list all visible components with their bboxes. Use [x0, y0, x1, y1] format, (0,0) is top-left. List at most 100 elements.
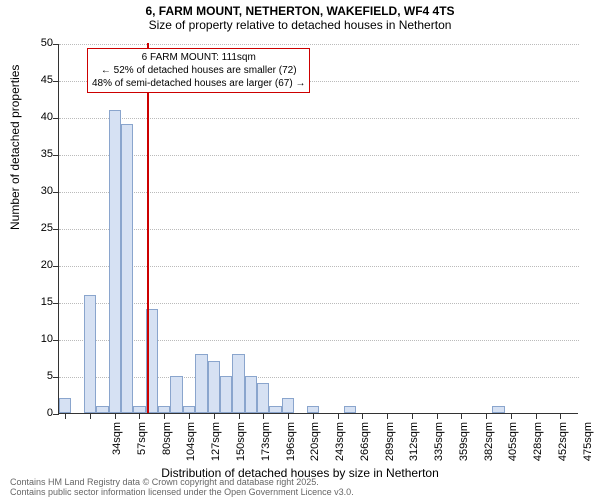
y-tick — [53, 377, 59, 378]
histogram-bar — [109, 110, 121, 413]
x-tick — [288, 413, 289, 419]
y-gridline — [59, 44, 579, 45]
x-tick-label: 196sqm — [285, 422, 297, 472]
histogram-bar — [170, 376, 182, 413]
x-tick-label: 335sqm — [433, 422, 445, 472]
x-tick-label: 34sqm — [111, 422, 123, 472]
y-tick — [53, 414, 59, 415]
x-tick-label: 289sqm — [384, 422, 396, 472]
histogram-bar — [96, 406, 108, 413]
histogram-bar — [195, 354, 207, 413]
x-tick — [263, 413, 264, 419]
y-tick-label: 5 — [27, 370, 53, 382]
histogram-bar — [208, 361, 220, 413]
x-tick — [437, 413, 438, 419]
y-tick-label: 45 — [27, 74, 53, 86]
y-tick-label: 50 — [27, 37, 53, 49]
y-gridline — [59, 118, 579, 119]
histogram-bar — [282, 398, 294, 413]
y-gridline — [59, 340, 579, 341]
y-tick — [53, 81, 59, 82]
histogram-bar — [269, 406, 281, 413]
annotation-line: 48% of semi-detached houses are larger (… — [92, 77, 305, 90]
x-tick — [214, 413, 215, 419]
histogram-bar — [121, 124, 133, 413]
histogram-bar — [232, 354, 244, 413]
x-tick-label: 452sqm — [557, 422, 569, 472]
chart-area: 0510152025303540455034sqm57sqm80sqm104sq… — [58, 44, 578, 414]
histogram-bar — [344, 406, 356, 413]
histogram-bar — [183, 406, 195, 413]
annotation-line: 6 FARM MOUNT: 111sqm — [92, 51, 305, 64]
x-tick-label: 57sqm — [136, 422, 148, 472]
histogram-bar — [220, 376, 232, 413]
x-tick-label: 382sqm — [483, 422, 495, 472]
x-tick — [90, 413, 91, 419]
histogram-bar — [492, 406, 504, 413]
footer-line-2: Contains public sector information licen… — [10, 488, 354, 498]
y-tick — [53, 229, 59, 230]
x-tick — [239, 413, 240, 419]
y-tick — [53, 340, 59, 341]
y-gridline — [59, 377, 579, 378]
histogram-bar — [245, 376, 257, 413]
y-gridline — [59, 229, 579, 230]
chart-subtitle: Size of property relative to detached ho… — [0, 18, 600, 38]
x-tick — [387, 413, 388, 419]
x-tick-label: 405sqm — [507, 422, 519, 472]
x-tick — [189, 413, 190, 419]
y-gridline — [59, 155, 579, 156]
y-tick — [53, 303, 59, 304]
x-tick — [412, 413, 413, 419]
y-axis-title: Number of detached properties — [8, 65, 22, 230]
annotation-line: ← 52% of detached houses are smaller (72… — [92, 64, 305, 77]
histogram-bar — [158, 406, 170, 413]
y-tick — [53, 155, 59, 156]
x-tick — [65, 413, 66, 419]
x-tick — [164, 413, 165, 419]
x-tick — [338, 413, 339, 419]
x-tick-label: 428sqm — [532, 422, 544, 472]
y-tick-label: 30 — [27, 185, 53, 197]
x-tick — [362, 413, 363, 419]
x-tick — [115, 413, 116, 419]
x-tick-label: 150sqm — [235, 422, 247, 472]
chart-title: 6, FARM MOUNT, NETHERTON, WAKEFIELD, WF4… — [0, 0, 600, 18]
x-tick-label: 475sqm — [582, 422, 594, 472]
x-tick-label: 104sqm — [185, 422, 197, 472]
x-tick-label: 80sqm — [161, 422, 173, 472]
x-tick — [536, 413, 537, 419]
y-tick-label: 35 — [27, 148, 53, 160]
x-tick-label: 359sqm — [458, 422, 470, 472]
x-tick — [313, 413, 314, 419]
y-tick-label: 15 — [27, 296, 53, 308]
x-tick — [486, 413, 487, 419]
y-tick-label: 10 — [27, 333, 53, 345]
x-tick — [560, 413, 561, 419]
y-tick-label: 20 — [27, 259, 53, 271]
x-tick-label: 220sqm — [309, 422, 321, 472]
x-tick-label: 312sqm — [408, 422, 420, 472]
plot-area: 0510152025303540455034sqm57sqm80sqm104sq… — [58, 44, 578, 414]
y-tick — [53, 266, 59, 267]
x-tick-label: 173sqm — [260, 422, 272, 472]
x-tick — [461, 413, 462, 419]
histogram-bar — [84, 295, 96, 413]
footer-attribution: Contains HM Land Registry data © Crown c… — [10, 478, 354, 498]
property-marker-line — [147, 43, 149, 413]
y-gridline — [59, 266, 579, 267]
histogram-bar — [59, 398, 71, 413]
x-tick-label: 266sqm — [359, 422, 371, 472]
y-gridline — [59, 192, 579, 193]
y-tick — [53, 192, 59, 193]
y-tick — [53, 118, 59, 119]
y-tick — [53, 44, 59, 45]
x-tick — [139, 413, 140, 419]
x-tick — [511, 413, 512, 419]
x-tick-label: 243sqm — [334, 422, 346, 472]
histogram-bar — [133, 406, 145, 413]
property-annotation: 6 FARM MOUNT: 111sqm← 52% of detached ho… — [87, 48, 310, 93]
y-tick-label: 40 — [27, 111, 53, 123]
y-gridline — [59, 303, 579, 304]
y-tick-label: 25 — [27, 222, 53, 234]
